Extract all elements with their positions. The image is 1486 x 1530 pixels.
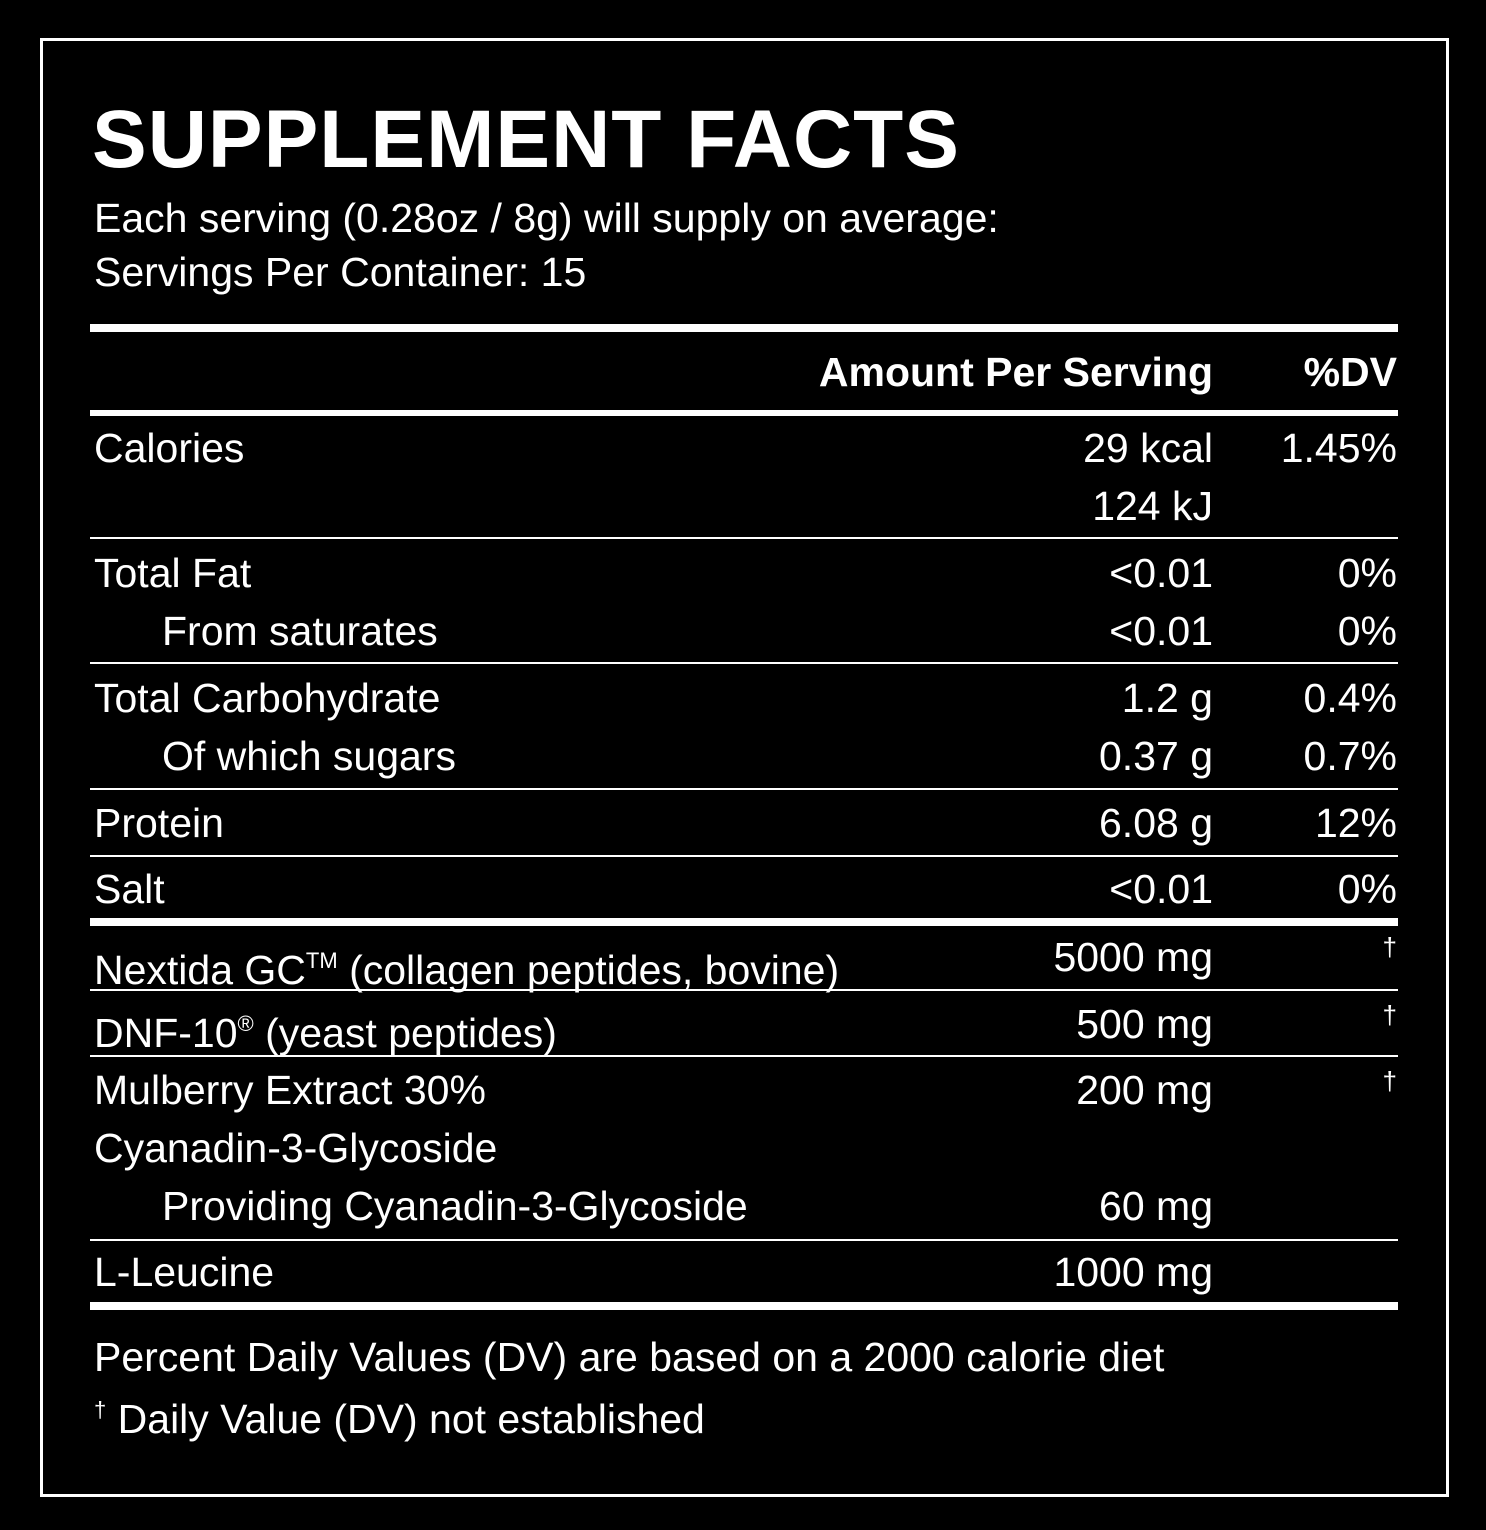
rule	[90, 410, 1398, 416]
row-label: Total Fat	[94, 550, 252, 596]
row-label: Total Carbohydrate	[94, 675, 441, 721]
row-amount: 1.2 g	[1121, 675, 1213, 721]
row-amount: 29 kcal	[1083, 425, 1213, 471]
row-dv: †	[1382, 932, 1397, 962]
row-label: From saturates	[162, 608, 438, 654]
serving: Each serving (0.28oz / 8g) will supply o…	[94, 195, 999, 241]
row-dv: †	[1382, 1066, 1397, 1096]
label-frame	[40, 38, 1449, 1497]
dagger: †	[94, 1397, 107, 1422]
row-amount: 6.08 g	[1099, 800, 1213, 846]
rule	[90, 855, 1398, 857]
footnote-text: Daily Value (DV) not established	[117, 1396, 705, 1442]
trademark: TM	[305, 948, 338, 973]
row-amount: 60 mg	[1099, 1183, 1213, 1229]
row-label: Calories	[94, 425, 245, 471]
title: SUPPLEMENT FACTS	[92, 94, 960, 185]
row-label: DNF-10® (yeast peptides)	[94, 999, 557, 1056]
row-dv: 0.7%	[1303, 733, 1397, 779]
row-label: Nextida GCTM (collagen peptides, bovine)	[94, 936, 839, 993]
ingredient-name: Nextida GC	[94, 947, 306, 993]
row-dv: 12%	[1314, 800, 1397, 846]
row-dv: 0%	[1337, 550, 1397, 596]
row-label: Of which sugars	[162, 733, 456, 779]
row-amount: 124 kJ	[1092, 483, 1213, 529]
row-label: Protein	[94, 800, 224, 846]
row-dv: 0%	[1337, 866, 1397, 912]
row-amount: 1000 mg	[1053, 1249, 1213, 1295]
row-dv: 0%	[1337, 608, 1397, 654]
ingredient-note: (collagen peptides, bovine)	[349, 947, 840, 993]
rule	[90, 989, 1398, 991]
servings-per-container: Servings Per Container: 15	[94, 249, 587, 295]
thick-rule	[90, 918, 1398, 926]
row-amount: <0.01	[1109, 608, 1213, 654]
rule	[90, 1055, 1398, 1057]
ingredient-name: DNF-10	[94, 1010, 238, 1056]
row-amount: 5000 mg	[1053, 934, 1213, 980]
row-amount: 0.37 g	[1099, 733, 1213, 779]
rule	[90, 662, 1398, 664]
row-amount: 500 mg	[1076, 1001, 1213, 1047]
row-label: L-Leucine	[94, 1249, 275, 1295]
row-label: Salt	[94, 866, 165, 912]
row-amount: <0.01	[1109, 550, 1213, 596]
ingredient-note: (yeast peptides)	[265, 1010, 557, 1056]
rule	[90, 537, 1398, 539]
thick-rule	[90, 1302, 1398, 1310]
row-dv: 1.45%	[1280, 425, 1397, 471]
row-amount: <0.01	[1109, 866, 1213, 912]
column-header: Amount Per Serving	[818, 349, 1213, 395]
thick-rule	[90, 324, 1398, 332]
trademark: ®	[237, 1011, 254, 1036]
row-dv: 0.4%	[1303, 675, 1397, 721]
footnote: Percent Daily Values (DV) are based on a…	[94, 1334, 1165, 1380]
row-amount: 200 mg	[1076, 1067, 1213, 1113]
rule	[90, 788, 1398, 790]
row-label: Providing Cyanadin-3-Glycoside	[162, 1183, 748, 1229]
row-label: Mulberry Extract 30%	[94, 1067, 486, 1113]
rule	[90, 1239, 1398, 1241]
row-label: Cyanadin-3-Glycoside	[94, 1125, 498, 1171]
row-dv: †	[1382, 1000, 1397, 1030]
column-header: %DV	[1303, 349, 1397, 395]
footnote: † Daily Value (DV) not established	[94, 1385, 705, 1442]
